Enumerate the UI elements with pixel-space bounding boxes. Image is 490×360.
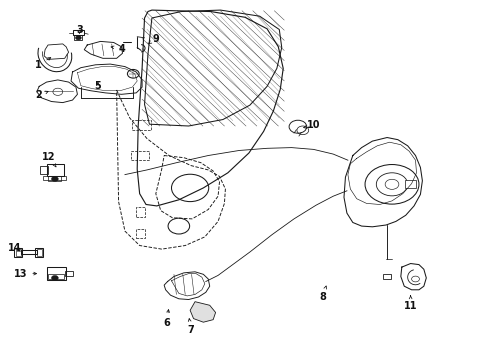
Text: 13: 13 <box>14 269 37 279</box>
Text: 11: 11 <box>404 296 417 311</box>
Text: 14: 14 <box>8 243 22 253</box>
Text: 8: 8 <box>319 286 326 302</box>
Text: 1: 1 <box>35 58 51 70</box>
Circle shape <box>51 176 58 181</box>
Polygon shape <box>405 180 416 188</box>
Text: 2: 2 <box>35 90 48 100</box>
Text: 7: 7 <box>188 319 195 336</box>
Text: 3: 3 <box>76 24 83 35</box>
Text: 9: 9 <box>148 34 159 44</box>
Text: 6: 6 <box>163 310 170 328</box>
Circle shape <box>75 36 81 40</box>
Polygon shape <box>190 302 216 322</box>
Text: 12: 12 <box>42 152 56 167</box>
Text: 10: 10 <box>304 120 320 130</box>
Text: 4: 4 <box>111 44 125 54</box>
Circle shape <box>51 275 58 280</box>
Text: 5: 5 <box>95 81 101 91</box>
